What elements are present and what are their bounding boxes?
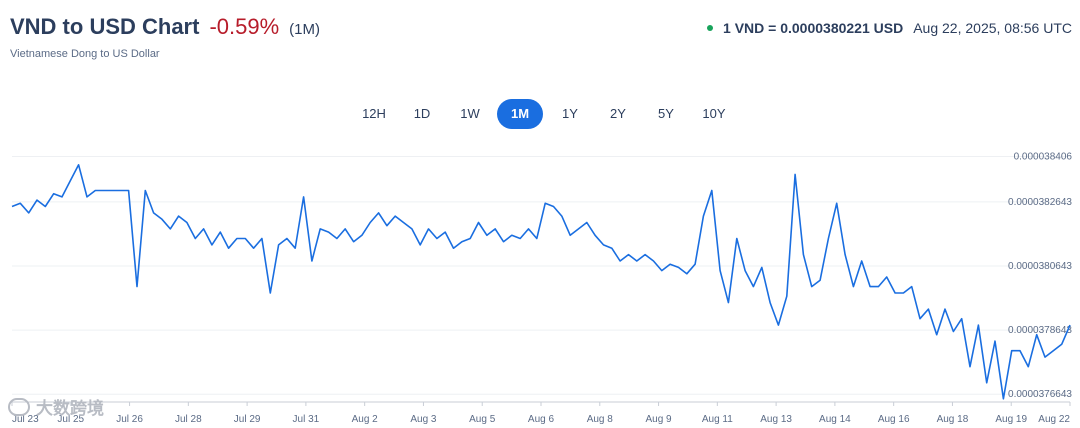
period-label: (1M) [289,21,320,38]
tab-2y[interactable]: 2Y [610,106,626,121]
x-tick-label: Aug 3 [410,414,437,425]
watermark-logo-icon [8,397,30,416]
x-tick-label: Aug 9 [645,414,672,425]
x-tick-label: Aug 2 [352,414,379,425]
x-tick-label: Jul 26 [116,414,143,425]
x-tick-label: Jul 23 [12,414,39,425]
x-tick-label: Aug 14 [819,414,851,425]
x-tick-label: Jul 28 [175,414,202,425]
range-tabs: 12H 1D 1W 1M 1Y 2Y 5Y 10Y [0,99,1080,129]
tab-12h[interactable]: 12H [362,106,386,121]
y-tick-label: 0.0000380643 [1008,261,1072,272]
x-tick-label: Aug 16 [878,414,910,425]
tab-1w[interactable]: 1W [460,106,480,121]
y-tick-label: 0.0000378643 [1008,325,1072,336]
live-rate: 1 VND = 0.0000380221 USD Aug 22, 2025, 0… [707,20,1072,36]
y-tick-label: 0.000038406 [1014,151,1073,162]
page-subtitle: Vietnamese Dong to US Dollar [10,48,160,60]
x-tick-label: Aug 18 [937,414,969,425]
rate-timestamp: Aug 22, 2025, 08:56 UTC [913,20,1072,36]
title-row: VND to USD Chart -0.59% (1M) [10,14,1072,40]
percent-change: -0.59% [209,14,280,39]
tab-10y[interactable]: 10Y [702,106,726,121]
x-tick-label: Aug 22 [1038,414,1070,425]
exchange-rate-chart[interactable]: 0.000038406 0.0000382643 0.0000380643 0.000… [0,140,1080,428]
series-line [11,164,1071,400]
chart-header: VND to USD Chart -0.59% (1M) Vietnamese … [10,14,1072,74]
y-tick-label: 0.0000382643 [1008,197,1072,208]
y-tick-label: 0.0000376643 [1008,389,1072,400]
rate-value: 1 VND = 0.0000380221 USD [723,20,904,36]
watermark-text: 大数跨境 [36,399,104,418]
tab-1d[interactable]: 1D [413,106,431,121]
x-tick-label: Aug 6 [528,414,555,425]
x-tick-label: Aug 5 [469,414,496,425]
watermark: 大数跨境 [8,394,104,419]
x-tick-label: Aug 13 [760,414,792,425]
x-tick-label: Aug 8 [587,414,614,425]
x-tick-label: Jul 29 [234,414,261,425]
x-tick-label: Aug 19 [995,414,1027,425]
live-dot-icon [707,25,714,31]
x-tick-label: Jul 25 [57,414,84,425]
tab-1m[interactable]: 1M [497,99,543,129]
page-title: VND to USD Chart [10,14,200,39]
tab-5y[interactable]: 5Y [658,106,674,121]
x-tick-label: Aug 11 [702,414,733,425]
x-tick-label: Jul 31 [293,414,320,425]
tab-1y[interactable]: 1Y [562,106,578,121]
